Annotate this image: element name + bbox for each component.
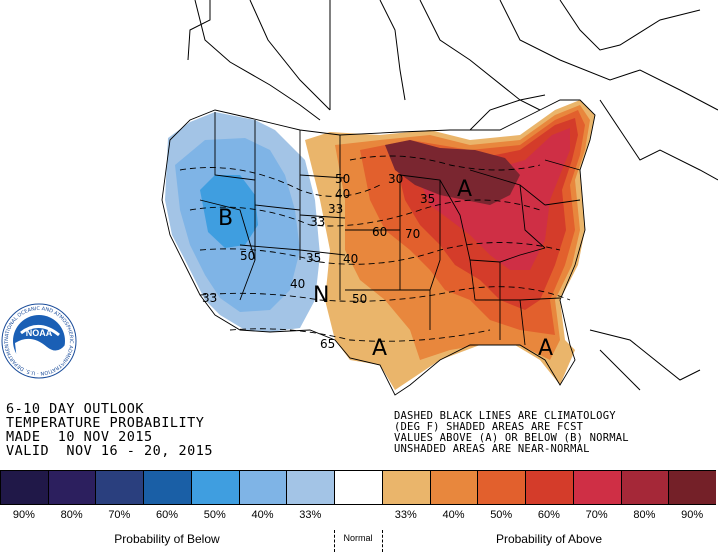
legend-separator [334, 530, 335, 552]
legend-normal-label: Normal [343, 533, 373, 543]
made-date: MADE 10 NOV 2015 [6, 429, 153, 445]
contour-label: 33 [202, 291, 217, 305]
legend-swatch [381, 471, 430, 504]
contour-label: 50 [335, 172, 350, 186]
map-notes: DASHED BLACK LINES ARE CLIMATOLOGY (DEG … [394, 411, 629, 455]
legend-colorbar [0, 470, 717, 505]
legend-swatch [668, 471, 717, 504]
outlook-subtitle: TEMPERATURE PROBABILITY [6, 415, 205, 431]
legend-separator [382, 530, 383, 552]
legend-swatch [334, 471, 382, 504]
legend-tick-label: 80% [633, 509, 656, 521]
legend-tick-label: 50% [490, 509, 513, 521]
above-label-north: A [457, 177, 472, 202]
below-normal-shading [165, 112, 320, 332]
outlook-title: 6-10 DAY OUTLOOK [6, 401, 145, 417]
contour-label: 60 [372, 225, 387, 239]
legend-swatch [238, 471, 287, 504]
legend-swatch [429, 471, 478, 504]
contour-label: 30 [388, 172, 403, 186]
legend-tick-label [334, 505, 382, 525]
legend-swatch [190, 471, 239, 504]
contour-label: 65 [320, 337, 335, 351]
above-label-southeast: A [538, 336, 553, 361]
map-borders [187, 0, 718, 391]
contour-label: 50 [240, 249, 255, 263]
contour-label: 33 [310, 215, 325, 229]
outlook-title-block: 6-10 DAY OUTLOOK TEMPERATURE PROBABILITY… [6, 402, 213, 458]
legend-swatch [525, 471, 573, 504]
legend-tick-label: 70% [108, 509, 131, 521]
note-line: UNSHADED AREAS ARE NEAR-NORMAL [394, 443, 590, 455]
logo-text: NOAA [26, 328, 53, 338]
climatology-lines [179, 155, 571, 342]
legend-swatch [620, 471, 669, 504]
normal-label: N [313, 283, 329, 308]
legend-groups: Probability of Below Normal Probability … [0, 528, 716, 556]
legend-swatch [95, 471, 144, 504]
contour-label: 40 [335, 187, 350, 201]
legend-tick-label: 90% [12, 509, 35, 521]
note-line: DASHED BLACK LINES ARE CLIMATOLOGY [394, 410, 616, 422]
outlook-map: 30 35 40 50 60 70 33 50 35 40 33 40 50 6… [161, 0, 718, 396]
legend-below-label: Probability of Below [114, 532, 220, 546]
legend-tick-label: 60% [537, 509, 560, 521]
valid-dates: VALID NOV 16 - 20, 2015 [6, 443, 214, 459]
legend-tick-label: 60% [156, 509, 179, 521]
contour-label: 50 [352, 292, 367, 306]
state-borders [161, 99, 596, 396]
legend-swatch [572, 471, 621, 504]
legend-swatch [477, 471, 526, 504]
legend-above-label: Probability of Above [495, 532, 603, 546]
legend-tick-label: 90% [681, 509, 704, 521]
contour-label: 35 [420, 192, 435, 206]
contour-label: 33 [328, 202, 343, 216]
noaa-logo: NATIONAL OCEANIC AND ATMOSPHERIC ADMINIS… [1, 303, 77, 379]
legend-swatch [0, 471, 48, 504]
legend-tick-label: 70% [585, 509, 608, 521]
legend-swatch [286, 471, 335, 504]
legend-swatch [143, 471, 191, 504]
legend-tick-label: 40% [251, 509, 274, 521]
contour-label: 35 [306, 251, 321, 265]
legend-tick-label: 40% [442, 509, 465, 521]
contour-label: 40 [290, 277, 305, 291]
contour-label: 40 [343, 252, 358, 266]
legend-swatch [47, 471, 96, 504]
legend-tick-label: 33% [299, 509, 322, 521]
note-line: VALUES ABOVE (A) OR BELOW (B) NORMAL [394, 432, 629, 444]
below-label: B [218, 206, 233, 231]
category-labels: B A A A N [218, 177, 553, 361]
contour-label: 70 [405, 227, 420, 241]
above-label-south: A [372, 336, 387, 361]
legend-tick-label: 80% [60, 509, 83, 521]
legend-tick-label: 33% [394, 509, 417, 521]
legend-tick-label: 50% [203, 509, 226, 521]
above-normal-shading [305, 100, 595, 390]
contour-labels: 30 35 40 50 60 70 33 50 35 40 33 40 50 6… [202, 172, 435, 351]
legend-ticks: 90% 80% 70% 60% 50% 40% 33% 33% 40% 50% 60% 70% 80% 9… [0, 505, 716, 525]
note-line: (DEG F) SHADED AREAS ARE FCST [394, 421, 584, 433]
